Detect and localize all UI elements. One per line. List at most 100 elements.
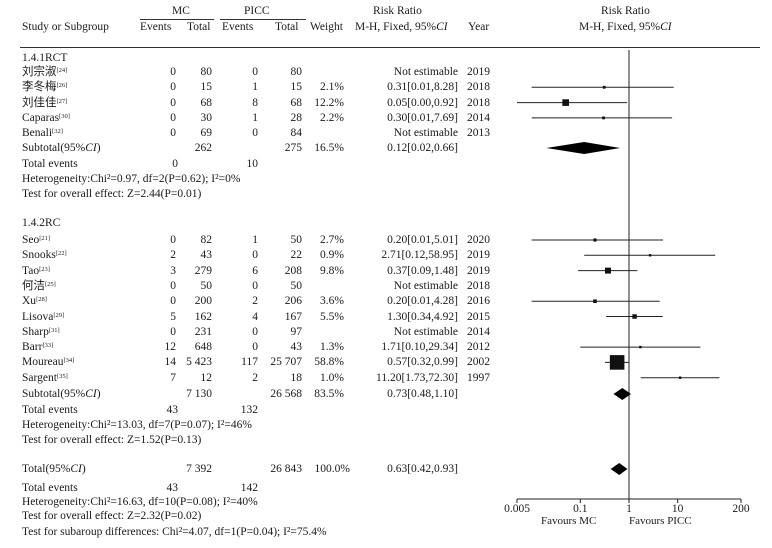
overall-total-label-ci: CI (70, 463, 82, 475)
weight: 1.3% (320, 341, 344, 354)
header-rule-right (500, 47, 760, 48)
header-study: Study or Subgroup (22, 21, 109, 33)
overall-effect-2: Test for overall effect: Z=1.52(P=0.13) (22, 434, 202, 446)
study-name: Seo[21] (22, 233, 50, 247)
header-year: Year (468, 21, 490, 33)
study-year: 2012 (467, 341, 490, 354)
subtotal-label-2-ci: CI (85, 388, 97, 400)
mc-total: 5 423 (186, 356, 212, 369)
study-name-text: Lisova (22, 310, 54, 323)
mc-events: 2 (170, 249, 176, 262)
effect-square (678, 376, 682, 379)
weight: 1.0% (320, 371, 344, 384)
subtotal-mc-total-1: 262 (194, 142, 212, 154)
picc-events: 1 (252, 111, 258, 124)
header-method-plot: M-H, Fixed, 95%CI (579, 20, 672, 34)
risk-ratio-value: Not estimable (393, 66, 458, 78)
study-name: Sargent[35] (22, 371, 68, 385)
study-year: 2016 (467, 295, 490, 308)
mc-total: 43 (200, 249, 213, 262)
picc-events: 1 (252, 234, 258, 246)
overall-effect-test: Test for overall effect: Z=2.32(P=0.02) (22, 510, 202, 522)
weight: 2.7% (320, 234, 344, 246)
study-name: 何洁[25] (22, 279, 56, 293)
mc-events: 0 (170, 111, 176, 124)
header-picc-total: Total (275, 21, 299, 33)
study-name-text: Sharp (22, 325, 49, 338)
study-name: Tao[23] (22, 264, 50, 278)
subtotal-rr-1: 0.12[0.02,0.66] (387, 142, 458, 154)
overall-total-events-label: Total events (22, 482, 78, 494)
study-year: 2018 (467, 81, 490, 94)
risk-ratio-value: 0.20[0.01,4.28] (387, 295, 458, 308)
subtotal-picc-total-1: 275 (284, 142, 302, 154)
header-mc-total: Total (187, 21, 211, 33)
picc-total: 15 (290, 81, 303, 94)
risk-ratio-value: 11.20[1.73,72.30] (376, 371, 458, 384)
study-reference: [28] (36, 296, 47, 304)
mc-events: 0 (170, 81, 176, 94)
picc-events: 1 (252, 81, 258, 94)
picc-events: 8 (252, 96, 258, 109)
picc-total: 97 (290, 325, 303, 338)
mc-events: 0 (170, 127, 176, 140)
study-name: Moureau[34] (22, 355, 74, 369)
favours-picc-label: Favours PICC (629, 515, 692, 527)
effect-square (609, 355, 625, 370)
picc-total: 68 (290, 96, 303, 109)
study-name-text: Tao (22, 264, 40, 277)
study-name-text: 刘宗淑 (22, 66, 57, 78)
header-picc: PICC (244, 5, 270, 17)
risk-ratio-value: Not estimable (393, 325, 458, 338)
risk-ratio-value: 0.05[0.00,0.92] (387, 96, 458, 109)
weight: 12.2% (314, 96, 344, 109)
overall-rr: 0.63[0.42,0.93] (387, 463, 458, 475)
picc-events: 0 (252, 325, 258, 338)
subtotal-label-1-post: ) (96, 142, 101, 154)
overall-weight: 100.0% (314, 463, 350, 475)
header-method-plot-text: M-H, Fixed, 95% (579, 21, 661, 33)
study-name: 刘佳佳[27] (22, 96, 67, 110)
study-year: 2013 (467, 127, 490, 140)
subtotal-weight-1: 16.5% (314, 142, 344, 154)
effect-square (605, 267, 611, 274)
weight: 5.5% (320, 310, 344, 323)
study-reference: [21] (39, 235, 51, 242)
overall-total-label-post: ) (81, 463, 86, 475)
subtotal-mc-total-2: 7 130 (186, 388, 212, 400)
header-mc-events: Events (140, 21, 172, 33)
effect-square (648, 254, 652, 257)
total-events-mc-2: 43 (166, 404, 179, 416)
effect-square (632, 314, 637, 319)
mc-total: 12 (200, 371, 213, 384)
group-title-2: 1.4.2RC (22, 217, 61, 229)
study-reference: [32] (52, 128, 63, 136)
picc-total: 18 (290, 371, 303, 384)
picc-events: 0 (252, 249, 258, 262)
total-events-picc-1: 10 (246, 158, 259, 170)
study-reference: [31] (48, 326, 60, 334)
risk-ratio-value: 1.71[0.10,29.34] (381, 341, 458, 354)
weight: 9.8% (320, 264, 344, 277)
header-method: M-H, Fixed, 95%CI (355, 20, 448, 34)
picc-total: 50 (290, 234, 303, 246)
mc-events: 0 (170, 325, 176, 338)
overall-total-events-mc: 43 (166, 482, 179, 494)
study-year: 2014 (467, 325, 490, 338)
picc-total: 50 (290, 279, 303, 292)
weight: 0.9% (320, 249, 344, 262)
weight: 2.2% (320, 111, 344, 124)
mc-events: 3 (170, 264, 176, 277)
study-name-text: Xu (22, 295, 37, 308)
study-name: Lisova[29] (22, 310, 64, 324)
group-title-1: 1.4.1RCT (22, 52, 68, 64)
study-reference: [27] (56, 97, 68, 105)
subtotal-label-1-ci: CI (85, 142, 97, 154)
study-name-text: Caparas (22, 111, 60, 124)
study-reference: [22] (55, 250, 67, 258)
study-name-text: Barr (22, 341, 43, 354)
header-risk-ratio: Risk Ratio (373, 5, 422, 17)
subtotal-picc-total-2: 26 568 (270, 388, 302, 400)
picc-total: 43 (290, 341, 303, 354)
